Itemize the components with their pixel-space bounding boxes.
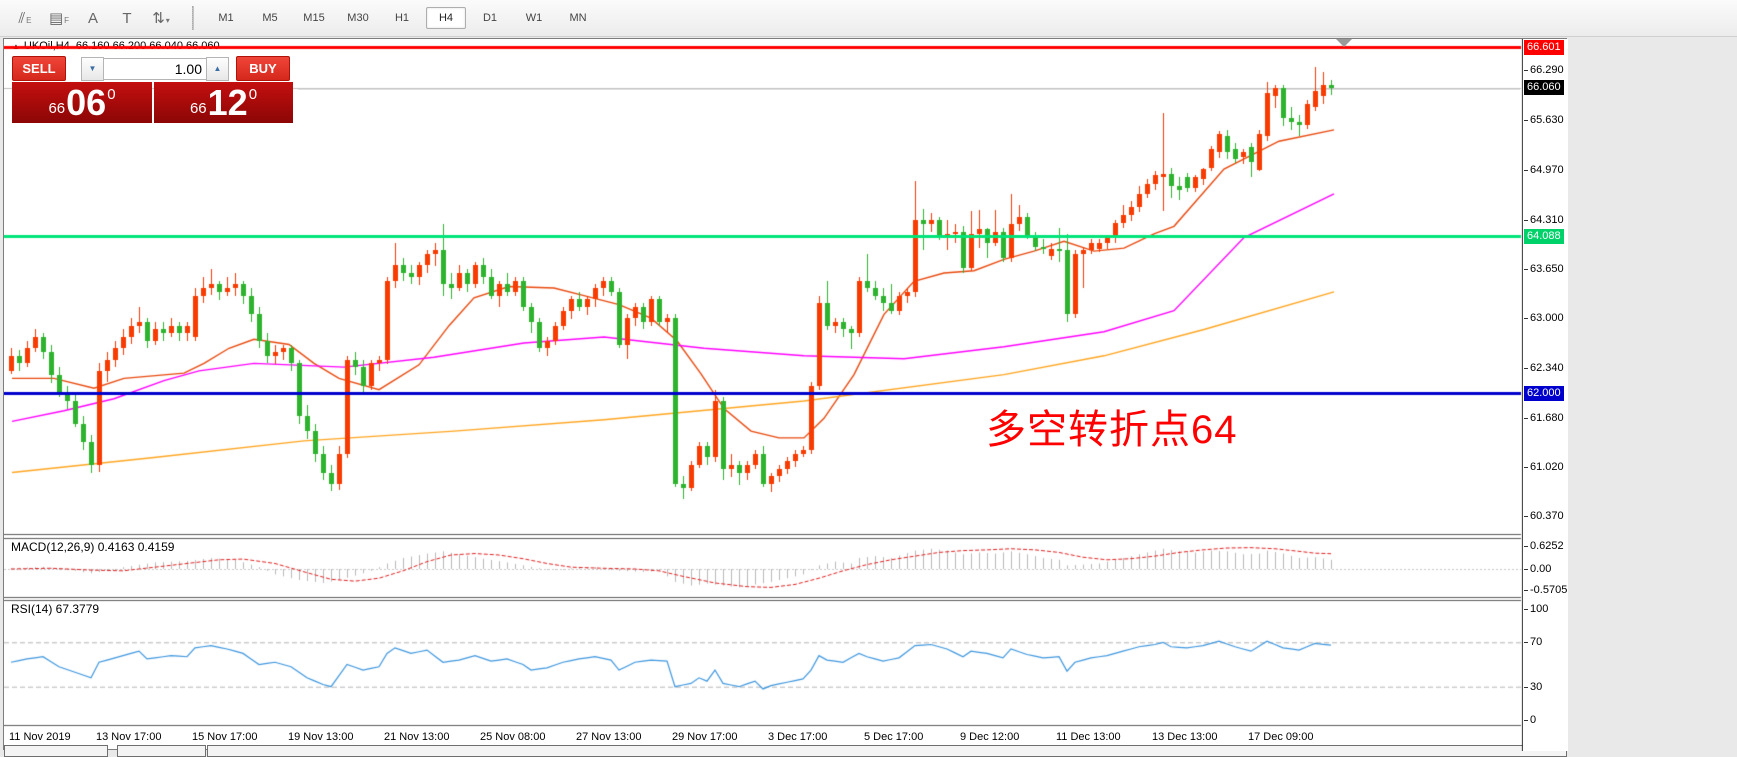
current-price-label: 66.060 (1524, 80, 1564, 96)
price-axis[interactable]: 66.290 65.630 64.970 64.310 63.650 63.000 62.3… (1523, 39, 1568, 751)
timeframe-button-W1[interactable]: W1 (525, 12, 543, 24)
volume-increase-button[interactable]: ▲ (206, 56, 229, 81)
time-axis-label: 15 Nov 17:00 (192, 731, 258, 743)
time-axis-label: 27 Nov 13:00 (576, 731, 642, 743)
price-axis-label: 64.310 (1524, 213, 1564, 226)
buy-button[interactable]: BUY (236, 56, 290, 81)
rsi-indicator-label: RSI(14) 67.3779 (11, 602, 100, 616)
one-click-trading-panel: SELL ▼ ▲ BUY 66 06 0 66 12 0 (12, 56, 298, 123)
time-axis-label: 19 Nov 13:00 (288, 731, 354, 743)
time-axis-label: 3 Dec 17:00 (768, 731, 828, 743)
time-axis-label: 25 Nov 08:00 (480, 731, 546, 743)
timeframe-button-D1[interactable]: D1 (482, 12, 498, 24)
text-icon[interactable]: A (87, 10, 98, 27)
rsi-axis-label: 0 (1523, 714, 1537, 726)
price-axis-label: 65.630 (1524, 114, 1564, 127)
turning-point-line-label: 64.088 (1524, 228, 1564, 244)
drawing-tools-group: ⫽ E ▤ F A T ⇅ ▾ (0, 4, 178, 32)
sell-price-sup: 0 (107, 86, 116, 103)
buy-price-prefix: 66 (189, 100, 207, 117)
time-axis-label: 17 Dec 09:00 (1248, 731, 1314, 743)
buy-price-display[interactable]: 66 12 0 (154, 82, 293, 123)
time-axis-label: 11 Dec 13:00 (1056, 731, 1121, 743)
indicators-arrows-icon[interactable]: ⇅ ▾ (152, 10, 170, 27)
buy-price-sup: 0 (248, 86, 258, 103)
volume-stepper: ▼ ▲ (81, 56, 229, 81)
rsi-axis-label: 100 (1523, 603, 1549, 615)
timeframe-button-M5[interactable]: M5 (262, 12, 278, 24)
timeframe-button-M30[interactable]: M30 (347, 12, 369, 24)
time-axis-label: 9 Dec 12:00 (960, 731, 1020, 743)
volume-decrease-button[interactable]: ▼ (81, 56, 104, 81)
buy-price-big: 12 (207, 81, 248, 123)
text-label-icon[interactable]: T (122, 10, 132, 27)
rsi-axis-label: 70 (1523, 636, 1543, 649)
price-axis-label: 62.340 (1524, 361, 1564, 374)
sell-price-prefix: 66 (48, 100, 66, 117)
timeframe-button-M15[interactable]: M15 (303, 12, 325, 24)
timeframe-button-H4[interactable]: H4 (426, 7, 466, 29)
time-axis-label: 13 Dec 13:00 (1152, 731, 1218, 743)
price-axis-label: 61.680 (1524, 411, 1564, 424)
timeframe-button-H1[interactable]: H1 (394, 12, 410, 24)
time-axis[interactable]: 11 Nov 2019 13 Nov 17:00 15 Nov 17:00 19 No… (4, 727, 1523, 751)
price-axis-label: 66.290 (1524, 64, 1564, 77)
price-axis-label: 63.650 (1524, 263, 1564, 276)
timeframe-button-M1[interactable]: M1 (218, 12, 234, 24)
price-axis-label: 63.000 (1524, 312, 1564, 325)
macd-axis-label: 0.00 (1523, 563, 1552, 575)
chart-annotation-text: 多空转折点64 (986, 408, 1238, 452)
time-axis-label: 29 Nov 17:00 (672, 731, 738, 743)
timeframe-toolbar: M1 M5 M15 M30 H1 H4 D1 W1 MN (204, 7, 600, 29)
time-axis-label: 11 Nov 2019 (9, 731, 71, 743)
fibonacci-grid-icon[interactable]: ▤ F (48, 10, 70, 27)
price-axis-label: 60.370 (1524, 510, 1564, 523)
macd-indicator-label: MACD(12,26,9) 0.4163 0.4159 (11, 540, 175, 554)
top-toolbar: ⫽ E ▤ F A T ⇅ ▾ M1 M5 M15 M30 H1 H4 D1 W1 MN (0, 0, 1737, 37)
price-axis-label: 61.020 (1524, 461, 1564, 474)
time-axis-label: 5 Dec 17:00 (864, 731, 924, 743)
rsi-axis-label: 30 (1523, 680, 1543, 693)
time-axis-label: 13 Nov 17:00 (96, 731, 162, 743)
timeframe-button-MN[interactable]: MN (569, 12, 587, 24)
resistance-line-label: 66.601 (1524, 39, 1564, 55)
equidistant-channel-icon[interactable]: ⫽ E (18, 10, 32, 27)
chart-window: ▲UKOil,H4 66.160 66.200 66.040 66.060 SE… (3, 38, 1568, 751)
time-axis-label: 21 Nov 13:00 (384, 731, 450, 743)
macd-axis-label: -0.5705 (1523, 583, 1568, 596)
support-line-label: 62.000 (1524, 385, 1564, 401)
price-axis-label: 64.970 (1524, 163, 1564, 176)
volume-input[interactable] (104, 57, 206, 80)
sell-price-big: 06 (66, 81, 107, 123)
sell-price-display[interactable]: 66 06 0 (12, 82, 152, 123)
sell-button[interactable]: SELL (12, 56, 66, 81)
macd-axis-label: 0.6252 (1524, 539, 1564, 552)
chart-end-marker-icon (1336, 39, 1352, 47)
toolbar-separator (192, 6, 194, 30)
candlestick-chart[interactable] (4, 39, 1523, 751)
